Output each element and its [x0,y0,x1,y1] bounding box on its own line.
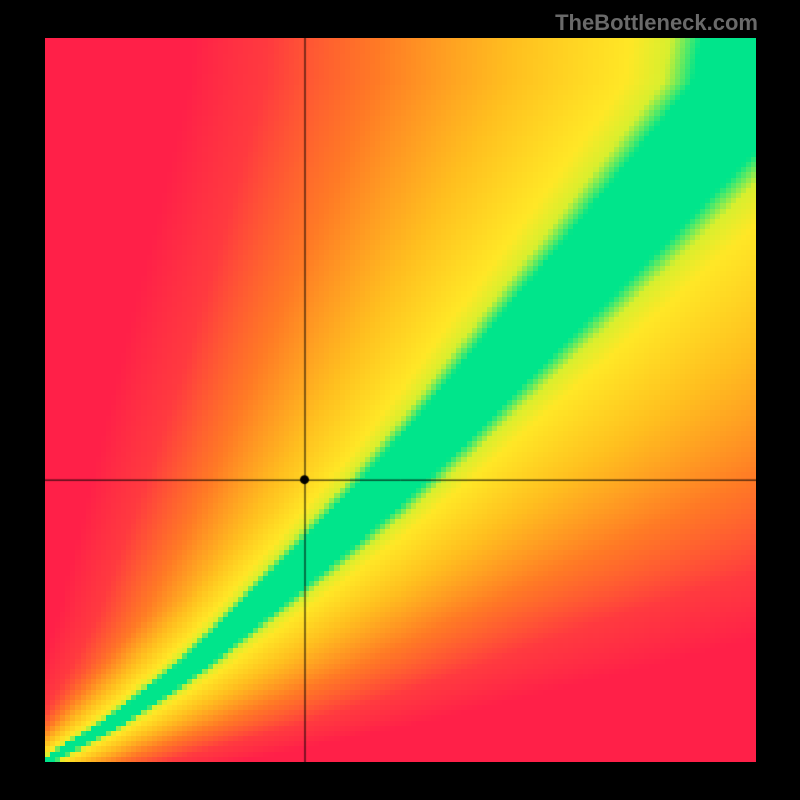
crosshair-overlay [45,38,756,762]
watermark-text: TheBottleneck.com [555,10,758,36]
figure-container: TheBottleneck.com [0,0,800,800]
